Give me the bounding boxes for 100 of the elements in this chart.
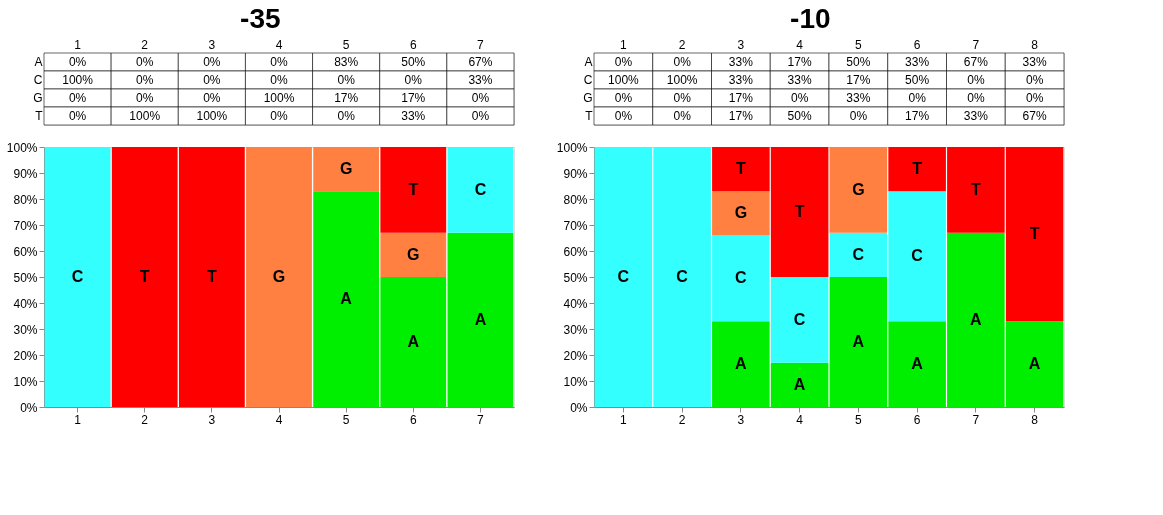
text: G <box>272 268 286 285</box>
y-tick-label: 40% <box>13 296 38 311</box>
y-tick-label: 0% <box>20 400 38 415</box>
text: G <box>852 180 865 198</box>
category-label: 7 <box>477 37 484 52</box>
series-label: A <box>407 333 420 350</box>
data-label: 17% <box>728 91 754 105</box>
y-tick-label: 60% <box>13 244 38 259</box>
text: G <box>407 245 420 263</box>
data-label: 67% <box>1022 109 1047 123</box>
text: A <box>584 55 593 69</box>
data-label: 0% <box>270 73 288 87</box>
category-label: 5 <box>342 37 350 52</box>
y-tick-label: 50% <box>13 270 38 285</box>
bar <box>712 191 770 236</box>
x-tick-label: 1 <box>620 412 628 427</box>
data-label: 67% <box>963 55 989 69</box>
data-label: 33% <box>1022 55 1047 69</box>
x-tick-label: 2 <box>678 412 686 427</box>
series-label: G <box>339 160 353 178</box>
data-label: 0% <box>614 55 633 69</box>
x-tick-label: 4 <box>275 412 283 427</box>
data-label: 0% <box>1025 91 1044 105</box>
data-label: 17% <box>334 91 359 105</box>
data-label: 33% <box>401 109 426 123</box>
text: A <box>735 355 747 373</box>
text: A <box>911 355 923 373</box>
data-label: 0% <box>68 91 87 105</box>
data-label: 0% <box>614 109 633 123</box>
x-tick-label: 6 <box>409 412 417 427</box>
x-tick-label: 3 <box>737 412 745 427</box>
x-tick-label: 5 <box>855 412 863 427</box>
data-label: 33% <box>468 73 493 87</box>
y-tick-label: 90% <box>13 166 38 181</box>
data-label: 50% <box>846 55 871 69</box>
data-label: 0% <box>967 73 985 87</box>
data-label: 83% <box>334 55 359 69</box>
text: C <box>676 268 688 285</box>
category-label: 7 <box>972 37 980 52</box>
text: C <box>911 247 923 265</box>
data-label: 33% <box>963 109 989 123</box>
data-label: 17% <box>401 91 426 105</box>
data-label: 100% <box>666 73 698 87</box>
y-tick-label: 80% <box>563 192 588 207</box>
data-label: 0% <box>136 55 154 69</box>
data-label: 0% <box>967 91 985 105</box>
text: T <box>1029 225 1040 243</box>
text: T <box>585 109 593 123</box>
text: A <box>34 55 43 69</box>
text: A <box>1028 355 1041 373</box>
y-tick-label: 30% <box>13 322 38 337</box>
data-label: 0% <box>471 91 490 105</box>
x-tick-label: 7 <box>477 412 485 427</box>
data-label: 0% <box>471 109 490 123</box>
text: T <box>970 180 981 198</box>
y-tick-label: 20% <box>13 348 38 363</box>
x-tick-label: 1 <box>74 412 82 427</box>
text: T <box>912 160 923 178</box>
category-label: 1 <box>620 37 627 52</box>
y-tick-label: 40% <box>563 296 588 311</box>
category-label: 8 <box>1031 37 1038 52</box>
bar <box>829 147 888 233</box>
text: A <box>474 310 487 328</box>
text: C <box>735 269 747 287</box>
series-label: C <box>852 245 865 263</box>
text: T <box>206 268 217 285</box>
series-label: T <box>735 160 746 178</box>
data-label: 17% <box>787 55 812 69</box>
data-label: 100% <box>129 109 161 123</box>
text: A <box>970 310 982 328</box>
y-tick-label: 10% <box>13 374 38 389</box>
data-label: 17% <box>905 109 930 123</box>
data-label: 0% <box>203 73 221 87</box>
data-label: 0% <box>673 109 692 123</box>
y-tick-label: 70% <box>563 218 588 233</box>
x-tick-label: 3 <box>208 412 216 427</box>
x-tick-label: 4 <box>796 412 804 427</box>
text: C <box>474 180 487 198</box>
data-label: 0% <box>136 73 154 87</box>
data-label: 0% <box>337 109 356 123</box>
data-label: 33% <box>728 55 754 69</box>
data-label: 100% <box>608 73 640 87</box>
x-tick-label: 8 <box>1031 412 1039 427</box>
data-label: 17% <box>728 109 754 123</box>
y-tick-label: 100% <box>6 140 38 155</box>
series-label: A <box>793 375 806 393</box>
text: G <box>33 91 43 105</box>
data-label: 0% <box>790 91 809 105</box>
series-label: G <box>734 204 748 222</box>
y-tick-label: 100% <box>556 140 588 155</box>
text: T <box>794 203 805 220</box>
y-tick-label: 90% <box>563 166 588 181</box>
y-tick-label: 0% <box>570 400 588 415</box>
text: A <box>852 333 865 350</box>
data-label: 50% <box>905 73 930 87</box>
text: C <box>793 310 806 328</box>
y-tick-label: 10% <box>563 374 588 389</box>
data-label: 0% <box>68 109 87 123</box>
series-label: T <box>139 268 150 285</box>
text: C <box>33 73 43 87</box>
